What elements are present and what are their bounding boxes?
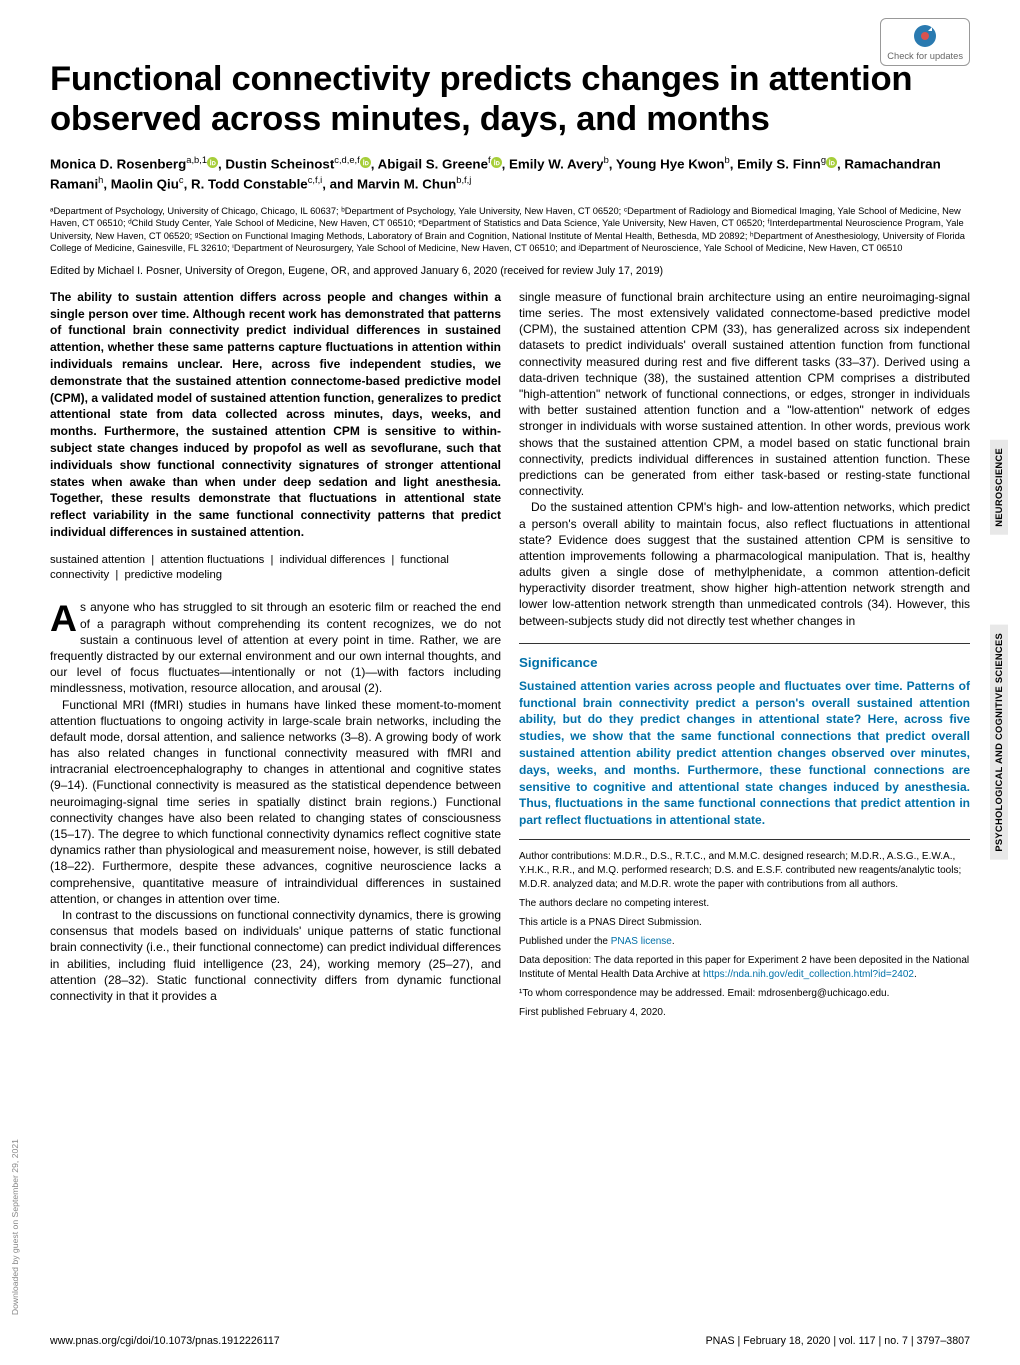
abstract: The ability to sustain attention differs… (50, 289, 501, 541)
body-paragraph: As anyone who has struggled to sit throu… (50, 599, 501, 696)
significance-box: Significance Sustained attention varies … (519, 643, 970, 840)
significance-text: Sustained attention varies across people… (519, 678, 970, 829)
footer-citation: PNAS | February 18, 2020 | vol. 117 | no… (706, 1335, 970, 1347)
affiliations: ᵃDepartment of Psychology, University of… (50, 205, 970, 255)
author-contributions: Author contributions: M.D.R., D.S., R.T.… (519, 850, 970, 892)
license-line: Published under the PNAS license. (519, 935, 970, 949)
correspondence: ¹To whom correspondence may be addressed… (519, 987, 970, 1001)
article-metadata: Author contributions: M.D.R., D.S., R.T.… (519, 850, 970, 1020)
edited-line: Edited by Michael I. Posner, University … (50, 265, 970, 277)
body-paragraph: In contrast to the discussions on functi… (50, 907, 501, 1004)
data-deposition: Data deposition: The data reported in th… (519, 954, 970, 982)
authors-line: Monica D. Rosenberga,b,1, Dustin Scheino… (50, 154, 970, 195)
significance-title: Significance (519, 654, 970, 672)
page-footer: www.pnas.org/cgi/doi/10.1073/pnas.191222… (50, 1335, 970, 1347)
data-deposition-link[interactable]: https://nda.nih.gov/edit_collection.html… (703, 969, 914, 980)
license-link[interactable]: PNAS license (611, 936, 672, 947)
body-paragraph: Functional MRI (fMRI) studies in humans … (50, 697, 501, 907)
direct-submission: This article is a PNAS Direct Submission… (519, 916, 970, 930)
body-paragraph: Do the sustained attention CPM's high- a… (519, 499, 970, 629)
check-updates-icon (912, 23, 938, 49)
category-psych: PSYCHOLOGICAL AND COGNITIVE SCIENCES (990, 625, 1008, 860)
category-neuroscience: NEUROSCIENCE (990, 440, 1008, 535)
competing-interest: The authors declare no competing interes… (519, 897, 970, 911)
right-column: single measure of functional brain archi… (519, 289, 970, 1025)
footer-doi: www.pnas.org/cgi/doi/10.1073/pnas.191222… (50, 1335, 280, 1347)
category-sidebar: NEUROSCIENCE PSYCHOLOGICAL AND COGNITIVE… (990, 440, 1008, 859)
left-column: The ability to sustain attention differs… (50, 289, 501, 1025)
body-paragraph: single measure of functional brain archi… (519, 289, 970, 499)
article-title: Functional connectivity predicts changes… (50, 60, 970, 140)
check-updates-label: Check for updates (887, 51, 963, 61)
first-published: First published February 4, 2020. (519, 1006, 970, 1020)
keywords: sustained attention | attention fluctuat… (50, 553, 501, 584)
check-updates-badge[interactable]: Check for updates (880, 18, 970, 66)
download-note: Downloaded by guest on September 29, 202… (10, 1139, 20, 1315)
